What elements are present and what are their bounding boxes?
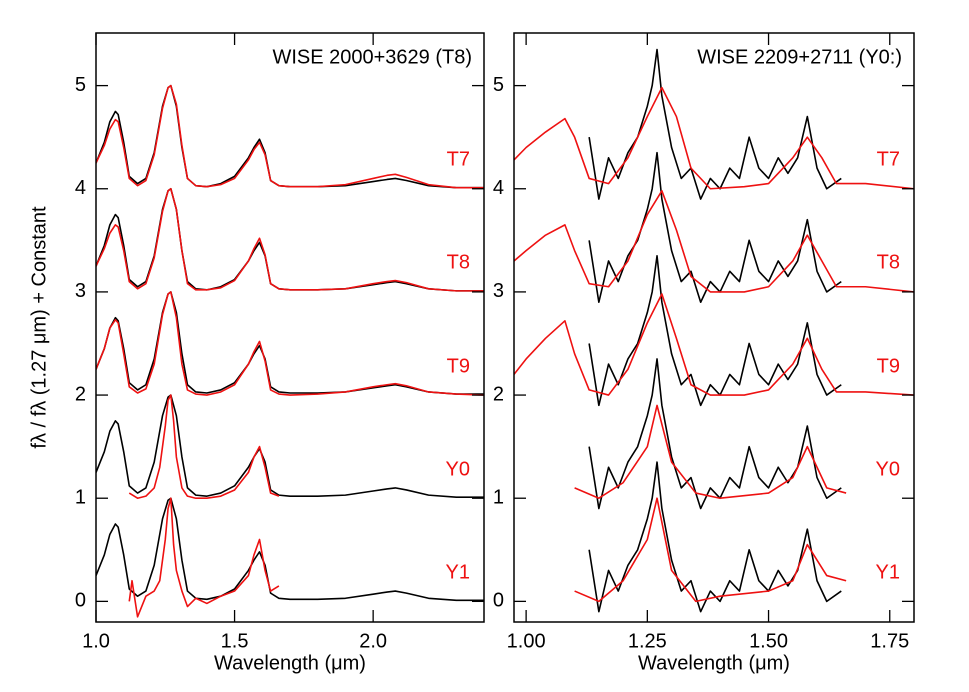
- spectrum-line: [96, 291, 484, 396]
- panel-title: WISE 2209+2711 (Y0:): [697, 46, 902, 68]
- spectrum-line: [96, 497, 484, 602]
- x-tick-label: 1.25: [628, 630, 667, 652]
- spectrum-line: [574, 404, 847, 500]
- y-tick-label: 5: [493, 74, 504, 96]
- x-tick-label: 1.50: [749, 630, 788, 652]
- spectral-type-label: T7: [877, 148, 900, 170]
- spectral-type-label: T8: [447, 251, 470, 273]
- x-axis-label: Wavelength (μm): [214, 652, 366, 674]
- y-tick-label: 1: [493, 486, 504, 508]
- panel-title: WISE 2000+3629 (T8): [272, 46, 472, 68]
- spectral-type-label: T9: [877, 355, 900, 377]
- plot-frame: [513, 32, 915, 623]
- spectral-type-label: Y0: [876, 458, 900, 480]
- y-tick-label: 0: [493, 590, 504, 612]
- spectrum-line: [588, 151, 842, 304]
- spectrum-line: [588, 358, 842, 510]
- spectrum-line: [128, 394, 280, 500]
- plot-area: [514, 48, 914, 613]
- spectrum-line: [128, 497, 280, 618]
- spectral-type-label: T9: [447, 355, 470, 377]
- spectrum-line: [514, 293, 914, 396]
- x-tick-label: 1.5: [221, 630, 249, 652]
- spectrum-line: [588, 48, 842, 200]
- spectral-type-label: Y1: [446, 561, 470, 583]
- spectrum-line: [96, 187, 484, 292]
- plot-area: [96, 84, 484, 618]
- spectrum-line: [588, 255, 842, 407]
- x-axis-label: Wavelength (μm): [638, 652, 790, 674]
- spectral-type-label: Y0: [446, 458, 470, 480]
- spectrum-line: [514, 86, 914, 190]
- plot-frame: [95, 32, 485, 623]
- y-tick-label: 3: [75, 280, 86, 302]
- spectral-type-label: Y1: [876, 561, 900, 583]
- x-tick-label: 1.75: [870, 630, 909, 652]
- y-tick-label: 1: [75, 486, 86, 508]
- x-tick-label: 1.0: [82, 630, 110, 652]
- spectral-type-label: T7: [447, 148, 470, 170]
- y-tick-label: 4: [493, 177, 504, 199]
- x-tick-label: 1.00: [507, 630, 546, 652]
- y-tick-label: 5: [75, 74, 86, 96]
- y-tick-label: 4: [75, 177, 86, 199]
- spectrum-line: [514, 190, 914, 293]
- spectrum-line: [574, 497, 847, 603]
- spectrum-line: [96, 187, 484, 292]
- spectrum-line: [588, 461, 842, 613]
- y-tick-label: 2: [493, 383, 504, 405]
- y-tick-label: 0: [75, 590, 86, 612]
- x-tick-label: 2.0: [359, 630, 387, 652]
- y-tick-label: 2: [75, 383, 86, 405]
- y-axis-label: fλ / fλ (1.27 μm) + Constant: [28, 206, 50, 449]
- spectrum-line: [96, 84, 484, 189]
- spectral-type-label: T8: [877, 251, 900, 273]
- y-tick-label: 3: [493, 280, 504, 302]
- spectrum-line: [96, 291, 484, 395]
- spectrum-line: [96, 394, 484, 498]
- spectrum-line: [96, 84, 484, 189]
